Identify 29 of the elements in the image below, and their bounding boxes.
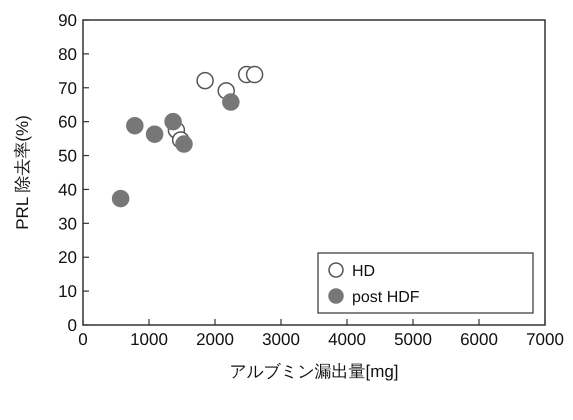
y-tick-label: 10 [58, 282, 77, 302]
x-tick-label: 5000 [394, 330, 432, 349]
y-tick-label: 70 [58, 78, 77, 98]
x-axis-title: アルブミン漏出量[mg] [229, 362, 399, 381]
legend-label: post HDF [352, 289, 420, 306]
x-tick-label: 7000 [526, 330, 564, 349]
y-tick-label: 0 [68, 316, 77, 335]
y-tick-label: 90 [58, 11, 77, 30]
point [222, 93, 240, 111]
y-axis-title: PRL 除去率(%) [13, 115, 32, 230]
point [196, 72, 214, 90]
y-tick-label: 50 [58, 146, 77, 166]
x-tick-label: 3000 [262, 330, 300, 349]
point [126, 116, 144, 134]
x-tick-label: 1000 [130, 330, 168, 349]
y-tick-label: 20 [58, 248, 77, 268]
point [146, 125, 164, 143]
y-tick-label: 30 [58, 214, 77, 234]
y-tick-label: 80 [58, 44, 77, 64]
x-tick-label: 4000 [328, 330, 366, 349]
x-tick-label: 2000 [196, 330, 234, 349]
point [246, 66, 264, 84]
y-tick-label: 40 [58, 180, 77, 200]
legend-label: HD [352, 263, 376, 280]
x-tick-label: 6000 [460, 330, 498, 349]
point [164, 112, 182, 130]
point [112, 190, 130, 208]
point [175, 135, 193, 153]
y-tick-label: 60 [58, 112, 77, 132]
